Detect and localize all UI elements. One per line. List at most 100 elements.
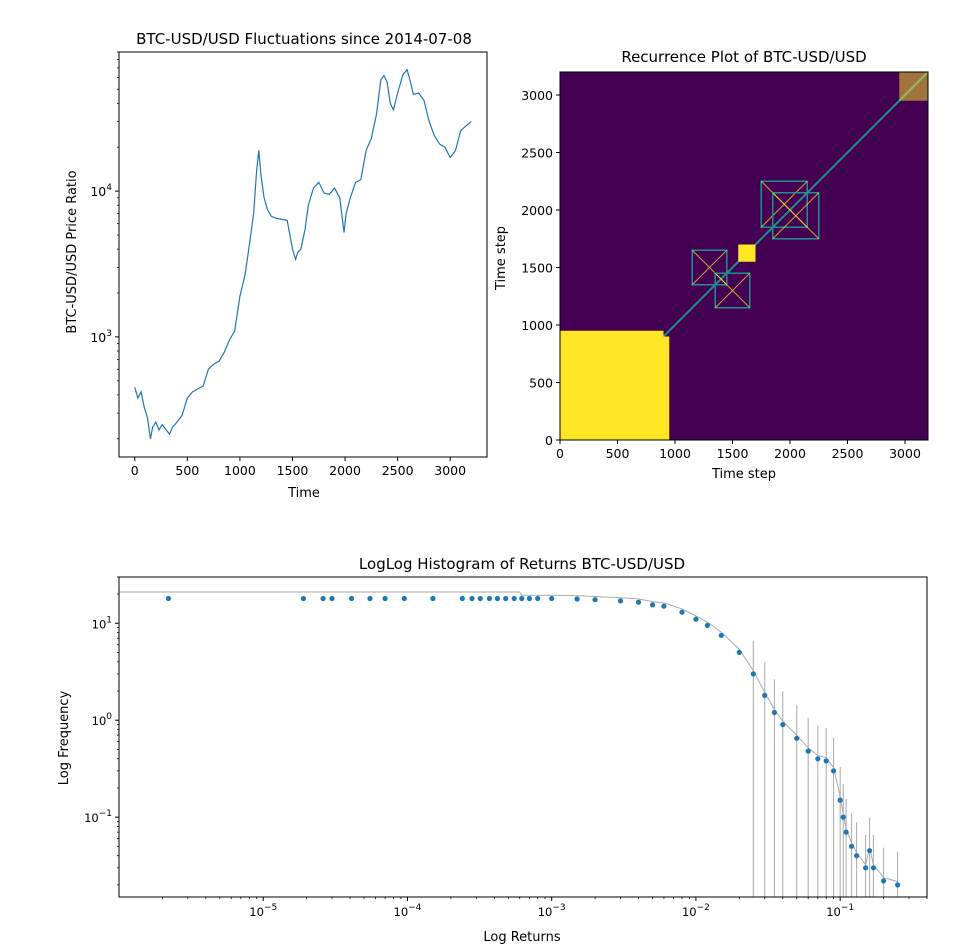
recurrence-ytick-label: 0: [545, 433, 553, 448]
histogram-point: [592, 597, 598, 603]
histogram-point: [823, 758, 829, 764]
price-xtick-label: 0: [131, 463, 139, 478]
histogram-point: [477, 595, 483, 602]
recurrence-block: [714, 272, 751, 309]
histogram-point: [704, 622, 711, 629]
recurrence-xtick-label: 2500: [832, 446, 864, 461]
price-chart-ylabel: BTC-USD/USD Price Ratio: [65, 170, 80, 333]
histogram-point: [320, 595, 326, 602]
histogram-point: [382, 595, 388, 602]
histogram-point: [617, 598, 624, 604]
histogram-point: [863, 865, 869, 871]
recurrence-xtick-label: 1000: [659, 446, 691, 461]
histogram-point: [300, 595, 306, 602]
returns-histogram-chart: LogLog Histogram of Returns BTC-USD/USD …: [57, 555, 928, 945]
histogram-point: [535, 595, 541, 602]
recurrence-ytick-label: 2500: [521, 146, 553, 161]
price-xtick-label: 3000: [434, 463, 466, 478]
histogram-point: [854, 853, 860, 859]
histogram-point: [679, 609, 685, 615]
histogram-xtick-label: 10−1: [826, 903, 854, 919]
histogram-point: [849, 843, 855, 849]
price-xtick-label: 2000: [329, 463, 361, 478]
recurrence-block-texture: [714, 272, 751, 309]
histogram-point: [780, 722, 786, 728]
price-xtick-label: 1000: [224, 463, 256, 478]
recurrence-block: [560, 336, 670, 440]
histogram-point: [503, 595, 509, 602]
price-series-line: [134, 68, 472, 439]
histogram-point: [881, 878, 887, 884]
recurrence-block-texture: [691, 249, 728, 286]
histogram-ylabel: Log Frequency: [57, 690, 72, 785]
histogram-xtick-label: 10−2: [682, 903, 710, 919]
price-line-chart: BTC-USD/USD Fluctuations since 2014-07-0…: [65, 30, 488, 501]
histogram-point: [459, 595, 465, 602]
histogram-xtick-label: 10−3: [538, 903, 566, 919]
recurrence-block: [772, 192, 820, 240]
price-ytick-label: 104: [90, 183, 112, 199]
recurrence-ytick-label: 3000: [521, 88, 553, 103]
histogram-point: [870, 865, 877, 871]
histogram-point: [895, 882, 901, 888]
histogram-point: [165, 595, 171, 602]
recurrence-block-texture: [772, 192, 820, 240]
histogram-point: [526, 595, 533, 602]
histogram-point: [494, 595, 500, 602]
histogram-point: [693, 616, 699, 622]
histogram-ytick-label: 100: [92, 712, 113, 728]
histogram-point: [831, 768, 837, 774]
histogram-point: [718, 632, 724, 639]
histogram-point: [401, 595, 407, 602]
histogram-point: [815, 756, 821, 762]
histogram-point: [649, 602, 656, 608]
histogram-point: [329, 595, 335, 602]
price-chart-xlabel: Time: [287, 486, 320, 501]
recurrence-ticks: 0 500 1000 1500 2000 2500 3000 0 500 1000 1500 2000…: [521, 88, 921, 461]
recurrence-xtick-label: 0: [556, 446, 564, 461]
histogram-point: [519, 595, 525, 602]
histogram-title: LogLog Histogram of Returns BTC-USD/USD: [359, 555, 685, 573]
recurrence-ytick-label: 500: [529, 376, 553, 391]
price-chart-ticks: 0 500 1000 1500 2000 2500 3000 103 104: [90, 51, 466, 478]
recurrence-heatmap: Recurrence Plot of BTC-USD/USD Time step…: [494, 48, 929, 482]
histogram-points: [165, 595, 901, 888]
histogram-point: [661, 603, 667, 609]
histogram-point: [469, 595, 475, 602]
histogram-point: [762, 692, 768, 699]
recurrence-xlabel: Time step: [711, 467, 776, 482]
histogram-point: [549, 595, 555, 602]
price-ytick-label: 103: [90, 329, 112, 345]
histogram-point: [349, 595, 355, 602]
price-xtick-label: 500: [175, 463, 199, 478]
histogram-point: [771, 709, 778, 716]
histogram-point: [574, 596, 580, 602]
histogram-point: [843, 829, 849, 835]
histogram-point: [750, 671, 756, 677]
histogram-xlabel: Log Returns: [483, 930, 560, 945]
histogram-xtick-label: 10−5: [249, 903, 277, 919]
recurrence-ylabel: Time step: [494, 226, 509, 291]
histogram-point: [837, 797, 843, 803]
histogram-point: [635, 599, 642, 605]
histogram-point: [430, 595, 436, 602]
histogram-frame: [118, 576, 928, 898]
recurrence-cells: [559, 71, 929, 441]
recurrence-xtick-label: 3000: [889, 446, 921, 461]
histogram-xtick-label: 10−4: [394, 903, 422, 919]
recurrence-xtick-label: 1500: [717, 446, 749, 461]
recurrence-title: Recurrence Plot of BTC-USD/USD: [621, 48, 866, 66]
price-xtick-label: 1500: [277, 463, 309, 478]
histogram-ytick-label: 10−1: [84, 809, 112, 825]
histogram-point: [840, 814, 846, 820]
histogram-point: [486, 595, 492, 602]
recurrence-xtick-label: 2000: [774, 446, 806, 461]
price-chart-frame: [118, 51, 488, 458]
recurrence-ytick-label: 2000: [521, 203, 553, 218]
price-chart-title: BTC-USD/USD Fluctuations since 2014-07-0…: [136, 30, 472, 48]
recurrence-block: [738, 244, 756, 262]
recurrence-frame: [559, 71, 929, 441]
recurrence-ytick-label: 1000: [521, 318, 553, 333]
price-xtick-label: 2500: [382, 463, 414, 478]
